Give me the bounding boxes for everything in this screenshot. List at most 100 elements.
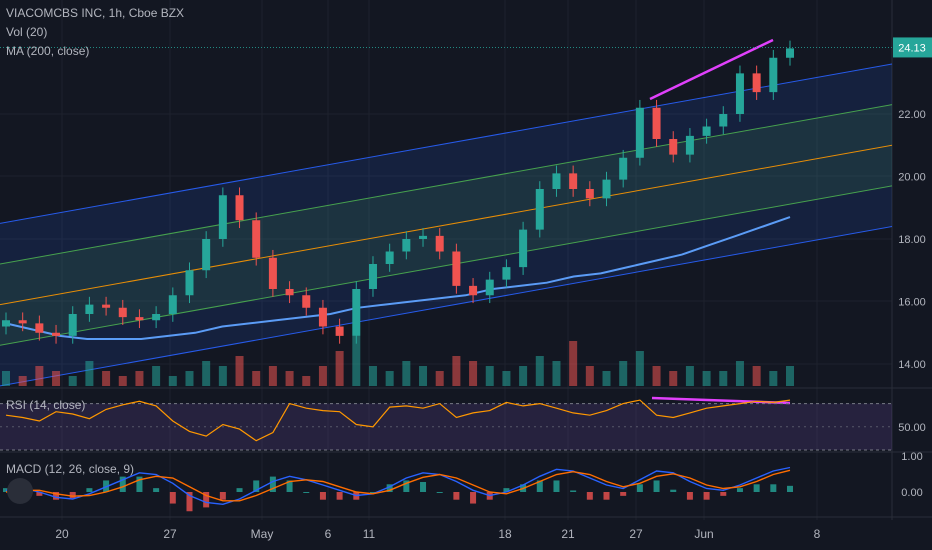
candle-body [602, 179, 611, 199]
macd-histogram-bar [736, 488, 743, 492]
macd-histogram-bar [636, 484, 643, 492]
channel-line [0, 185, 893, 346]
macd-pane [3, 466, 793, 512]
candle-body [185, 270, 194, 296]
candle-body [635, 107, 644, 158]
macd-histogram-bar [219, 492, 226, 500]
channel-line [0, 144, 893, 306]
time-tick-label: 27 [163, 527, 177, 541]
macd-histogram-bar [620, 492, 627, 496]
volume-bar [85, 361, 94, 386]
rsi-legend[interactable]: RSI (14, close) [6, 398, 86, 412]
macd-histogram-bar [503, 488, 510, 492]
candle-body [786, 48, 794, 58]
macd-histogram-bar [369, 492, 376, 493]
rsi-pane [0, 399, 892, 451]
volume-bar [135, 371, 144, 386]
axes: 24.13 22.00 20.00 18.00 16.00 14.00 20 27 May 6 11… [55, 37, 932, 541]
macd-histogram-bar [770, 484, 777, 492]
macd-histogram-bar [536, 480, 543, 492]
candle-body [168, 295, 177, 314]
candle-body [769, 57, 778, 93]
last-price-tag [893, 37, 932, 58]
volume-bar [685, 366, 694, 386]
volume-bar [385, 371, 394, 386]
macd-histogram-bar [453, 492, 460, 500]
macd-histogram-bar [703, 492, 710, 500]
time-tick-label: 21 [561, 527, 575, 541]
volume-bar [168, 376, 177, 386]
ma-legend[interactable]: MA (200, close) [6, 44, 90, 58]
time-tick-label: Jun [694, 527, 713, 541]
candle-body [68, 314, 77, 336]
macd-histogram-bar [253, 480, 260, 492]
price-tick-label: 20.00 [898, 172, 926, 184]
macd-histogram-bar [69, 492, 76, 499]
candle-body [719, 114, 728, 127]
price-divergence-line [649, 38, 774, 101]
macd-histogram-bar [686, 492, 693, 500]
macd-histogram-bar [153, 488, 160, 492]
candle-body [652, 107, 661, 139]
macd-histogram-bar [336, 492, 343, 500]
symbol-title[interactable]: VIACOMCBS INC, 1h, Cboe BZX [6, 6, 185, 20]
macd-histogram-bar [603, 492, 610, 500]
last-price-text: 24.13 [898, 42, 926, 54]
volume-bar [402, 361, 411, 386]
volume-bar [252, 371, 261, 386]
volume-bar [619, 361, 628, 386]
volume-bar [152, 366, 161, 386]
volume-bar [469, 361, 478, 386]
macd-line [5, 466, 791, 506]
candle-body [285, 289, 294, 296]
candle-body [402, 239, 411, 252]
macd-histogram-bar [787, 485, 793, 492]
candle-body [352, 289, 361, 336]
price-tick-label: 18.00 [898, 234, 926, 246]
candle-body [102, 304, 111, 308]
macd-histogram-bar [386, 484, 393, 492]
volume-bar [302, 376, 311, 386]
volume-legend[interactable]: Vol (20) [6, 25, 48, 39]
volume-bars [2, 336, 794, 386]
candle-body [235, 195, 244, 221]
time-tick-label: 8 [814, 527, 821, 541]
candle-body [419, 235, 428, 239]
channel-line [0, 104, 893, 265]
channel-line [0, 226, 893, 387]
volume-bar [435, 371, 444, 386]
macd-legend[interactable]: MACD (12, 26, close, 9) [6, 462, 135, 476]
candle-body [735, 73, 744, 114]
macd-histogram-bar [470, 492, 477, 504]
volume-bar [635, 351, 644, 386]
candle-body [552, 173, 561, 189]
rsi-line [5, 399, 791, 442]
volume-bar [352, 336, 361, 386]
macd-histogram-bar [119, 476, 126, 492]
candle-body [335, 326, 344, 336]
candle-body [435, 235, 444, 252]
volume-bar [235, 356, 244, 386]
volume-bar [569, 341, 578, 386]
macd-histogram-bar [653, 480, 660, 492]
macd-histogram-bar [53, 492, 60, 500]
macd-histogram-bar [753, 484, 760, 492]
candle-body [268, 257, 277, 289]
candle-body [752, 73, 761, 93]
volume-bar [368, 366, 377, 386]
volume-bar [552, 361, 561, 386]
candle-body [569, 173, 578, 189]
tradingview-logo-icon[interactable] [7, 478, 33, 504]
candle-body [318, 307, 327, 327]
macd-histogram-bar [169, 492, 176, 504]
volume-bar [68, 376, 77, 386]
volume-bar [702, 371, 711, 386]
volume-bar [452, 356, 461, 386]
time-tick-label: May [251, 527, 274, 541]
macd-histogram-bar [86, 488, 93, 492]
macd-histogram-bar [319, 492, 326, 500]
volume-bar [52, 371, 61, 386]
macd-histogram-bar [236, 488, 243, 492]
macd-histogram-bar [203, 492, 210, 508]
